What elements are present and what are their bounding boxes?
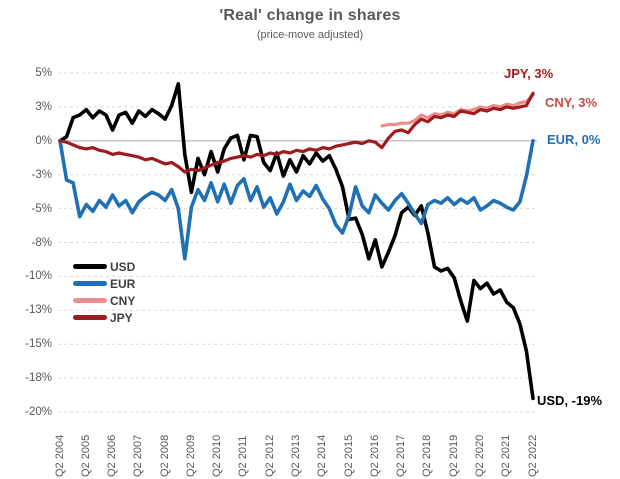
legend-label-cny: CNY [110, 293, 136, 308]
y-axis-label: 0% [35, 134, 52, 147]
legend-swatch-eur [73, 281, 107, 286]
x-axis-label: Q2 2010 [211, 434, 224, 477]
y-axis-label: -8% [31, 236, 52, 249]
legend-item-cny: CNY [73, 292, 135, 309]
legend: USD EUR CNY JPY [73, 258, 135, 326]
x-axis-label: Q2 2011 [237, 435, 250, 477]
x-axis-label: Q2 2004 [53, 434, 66, 477]
y-axis-label: -13% [25, 304, 52, 317]
series-line-jpy [58, 91, 535, 174]
chart-subtitle: (price-move adjusted) [256, 29, 364, 41]
y-axis-label: -10% [25, 270, 52, 283]
x-axis-label: Q2 2013 [290, 434, 302, 477]
series-end-label-usd: USD, -19% [537, 393, 603, 409]
legend-item-eur: EUR [73, 275, 135, 292]
y-axis-label: -3% [31, 168, 52, 181]
x-axis-label: Q2 2019 [447, 434, 460, 477]
legend-swatch-jpy [73, 315, 107, 320]
series-line-usd [58, 82, 535, 401]
legend-label-jpy: JPY [110, 310, 133, 325]
series-line-eur [58, 139, 535, 261]
x-axis-label: Q2 2007 [132, 434, 145, 477]
y-axis-label: 5% [35, 67, 52, 79]
x-axis-label: Q2 2017 [395, 434, 408, 477]
x-axis-label: Q2 2006 [106, 434, 119, 477]
x-axis-label: Q2 2015 [342, 434, 355, 477]
y-axis-label: -18% [25, 372, 52, 385]
x-axis-label: Q2 2008 [158, 434, 171, 477]
series-end-label-cny: CNY, 3% [545, 94, 598, 110]
series-end-label-eur: EUR, 0% [547, 131, 601, 147]
legend-swatch-cny [73, 298, 107, 303]
legend-label-eur: EUR [110, 276, 136, 291]
series-line-cny [380, 93, 535, 128]
y-axis-label: 3% [35, 100, 52, 113]
chart-title: 'Real' change in shares [219, 7, 401, 24]
legend-item-usd: USD [73, 258, 135, 275]
y-axis-label: -20% [25, 406, 52, 418]
series-end-label-jpy: JPY, 3% [504, 66, 554, 82]
x-axis-label: Q2 2021 [500, 434, 513, 477]
x-axis-label: Q2 2018 [421, 434, 434, 477]
x-axis-label: Q2 2005 [79, 434, 92, 477]
x-axis-label: Q2 2014 [316, 434, 329, 477]
x-axis-label: Q2 2009 [184, 434, 197, 477]
y-axis-label: -15% [25, 338, 52, 351]
y-axis-label: -5% [31, 202, 52, 215]
x-axis-label: Q2 2016 [368, 434, 381, 477]
x-axis-label: Q2 2012 [263, 434, 276, 477]
legend-label-usd: USD [110, 259, 136, 274]
x-axis-label: Q2 2022 [526, 434, 539, 477]
x-axis-label: Q2 2020 [473, 434, 486, 477]
legend-swatch-usd [73, 264, 107, 269]
legend-item-jpy: JPY [73, 309, 135, 326]
